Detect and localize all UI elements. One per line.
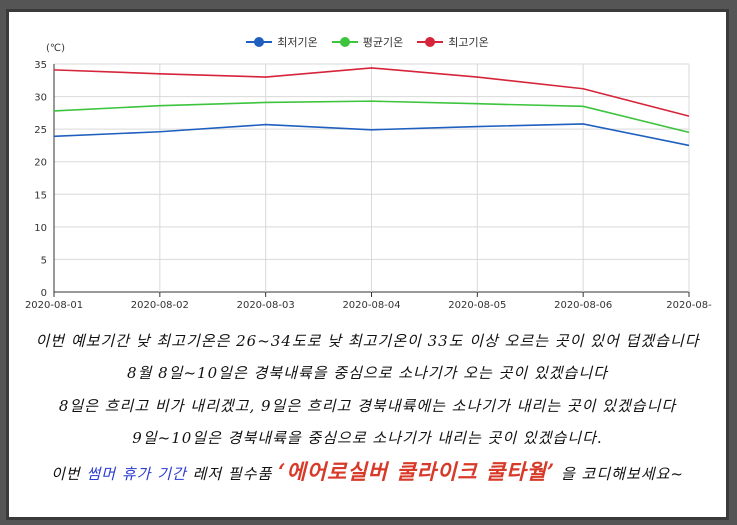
- legend-swatch-icon: [417, 36, 444, 48]
- caption-product-name: ‘에어로실버 쿨라이크 쿨타월’: [278, 459, 556, 484]
- series-line-최고기온: [53, 67, 690, 117]
- series-line-최저기온: [53, 123, 690, 147]
- series-line-평균기온: [53, 100, 690, 134]
- caption-line-5: 이번 썸머 휴가 기간 레저 필수품 ‘에어로실버 쿨라이크 쿨타월’ 을 코디…: [9, 456, 726, 486]
- x-tick-label: 2020-08-: [666, 300, 712, 311]
- x-tick-label: 2020-08-03: [237, 300, 295, 311]
- y-tick-label: 20: [34, 158, 47, 169]
- x-tick-label: 2020-08-02: [131, 300, 189, 311]
- legend-swatch-icon: [331, 36, 358, 48]
- caption-line-5-middle: 레저 필수품: [186, 465, 279, 483]
- legend-item[interactable]: 최저기온: [246, 32, 318, 52]
- x-tick-label: 2020-08-01: [25, 300, 83, 311]
- x-tick-label: 2020-08-06: [554, 300, 612, 311]
- caption-line-1: 이번 예보기간 낮 최고기온은 26~34도로 낮 최고기온이 33도 이상 오…: [35, 332, 700, 350]
- y-tick-label: 15: [34, 190, 47, 201]
- y-axis-unit-label: (℃): [46, 43, 65, 54]
- legend-item[interactable]: 최고기온: [417, 32, 489, 52]
- legend-label: 최저기온: [277, 36, 318, 49]
- caption-line-5-start: 이번: [51, 465, 87, 483]
- caption-line-2: 8월 8일~10일은 경북내륙을 중심으로 소나기가 오는 곳이 있겠습니다: [127, 364, 608, 382]
- temperature-line-chart: 0 5 10 15 20 25 30 35 2020-08-01 2020-08-02 2020-0…: [25, 43, 712, 311]
- caption-line-4: 9일~10일은 경북내륙을 중심으로 소나기가 내리는 곳이 있겠습니다.: [132, 429, 603, 447]
- y-tick-label: 35: [34, 60, 47, 71]
- legend-swatch-icon: [246, 36, 273, 48]
- y-tick-label: 0: [41, 288, 47, 299]
- image-frame: 최저기온 평균기온 최고기온 0 5 10 15 20 25 30 35 2020-08-01 202…: [6, 9, 729, 520]
- y-tick-label: 30: [34, 93, 47, 104]
- caption-line-3: 8일은 흐리고 비가 내리겠고, 9일은 흐리고 경북내륙에는 소나기가 내리는…: [58, 397, 677, 415]
- legend-label: 최고기온: [448, 36, 489, 49]
- y-tick-label: 10: [34, 223, 47, 234]
- x-tick-label: 2020-08-05: [448, 300, 506, 311]
- caption-highlight-summer-vacation: 썸머 휴가 기간: [86, 465, 187, 483]
- x-tick-label: 2020-08-04: [342, 300, 400, 311]
- y-tick-label: 5: [41, 255, 47, 266]
- caption-line-5-end: 을 코디해보세요~: [555, 465, 684, 483]
- legend-label: 평균기온: [362, 36, 404, 49]
- legend-item[interactable]: 평균기온: [331, 32, 404, 52]
- y-tick-label: 25: [34, 125, 47, 136]
- chart-legend: 최저기온 평균기온 최고기온: [9, 32, 726, 52]
